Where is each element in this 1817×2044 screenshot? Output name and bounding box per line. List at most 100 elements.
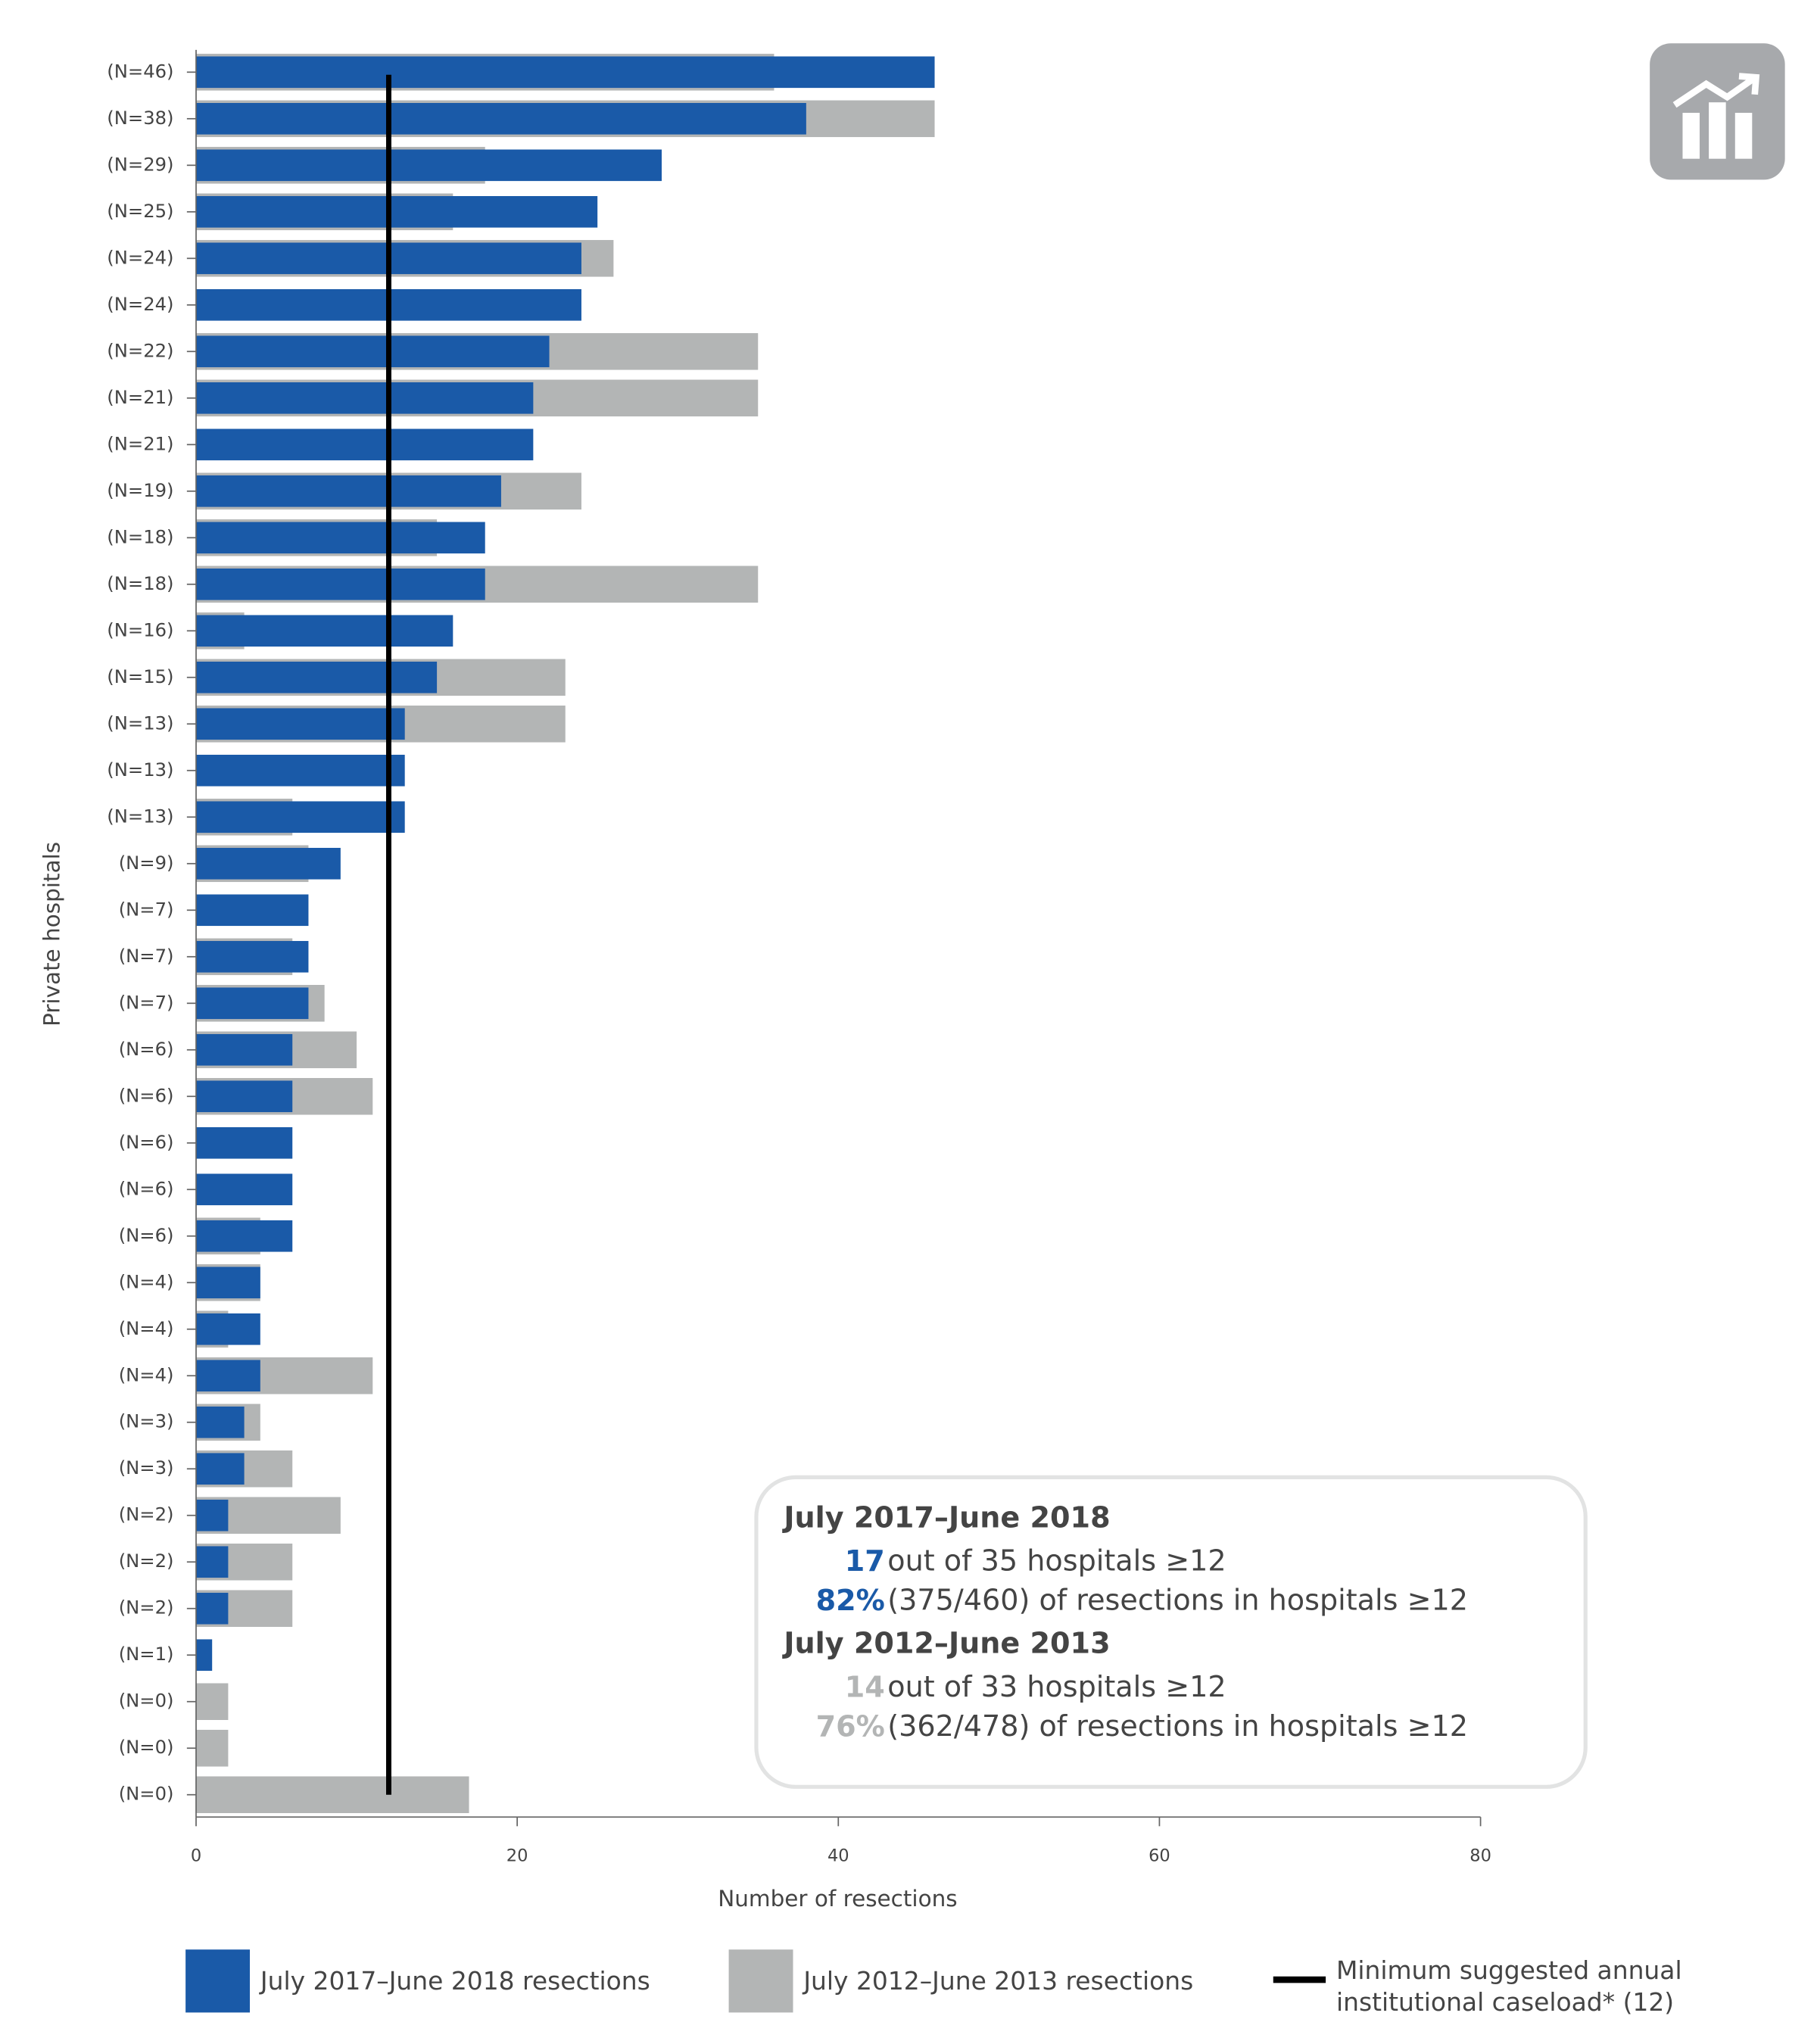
bar	[195, 661, 438, 693]
annotation-highlight: 14	[845, 1670, 885, 1703]
y-tick-label: (N=4)	[119, 1270, 174, 1292]
bar	[195, 847, 341, 880]
y-tick-label: (N=22)	[107, 339, 173, 361]
x-axis-label: Number of resections	[718, 1886, 957, 1912]
bar	[195, 1173, 293, 1206]
y-tick-label: (N=9)	[119, 852, 174, 874]
bar	[195, 335, 550, 368]
x-tick-label: 0	[191, 1846, 201, 1866]
bar	[195, 522, 485, 554]
y-tick-label: (N=24)	[107, 246, 173, 268]
bar	[195, 196, 598, 228]
y-tick-label: (N=6)	[119, 1131, 174, 1153]
bar	[195, 1406, 245, 1438]
bar	[195, 708, 405, 740]
y-tick-label: (N=29)	[107, 153, 173, 175]
annotation-text: out of 35 hospitals ≥12	[887, 1544, 1226, 1577]
bar	[195, 1033, 293, 1066]
annotation-heading: July 2017–June 2018	[781, 1500, 1110, 1534]
x-tick-label: 40	[827, 1846, 849, 1866]
annotation-line: 17	[845, 1544, 885, 1577]
icon	[1650, 43, 1785, 180]
y-tick-label: (N=38)	[107, 107, 173, 129]
y-tick-label: (N=21)	[107, 432, 173, 454]
legend-label: Minimum suggested annual	[1336, 1955, 1682, 1985]
y-tick-label: (N=46)	[107, 60, 173, 82]
bar	[195, 103, 806, 135]
y-tick-label: (N=6)	[119, 1224, 174, 1246]
bar	[195, 1360, 260, 1392]
y-tick-label: (N=7)	[119, 945, 174, 967]
y-tick-label: (N=6)	[119, 1038, 174, 1060]
x-tick-label: 80	[1469, 1846, 1491, 1866]
x-tick-label: 20	[506, 1846, 528, 1866]
y-tick-label: (N=0)	[119, 1690, 174, 1712]
y-tick-label: (N=16)	[107, 618, 173, 640]
bar	[195, 1499, 229, 1531]
y-tick-label: (N=3)	[119, 1410, 174, 1432]
bar	[195, 1313, 260, 1345]
annotation-line: 82%	[816, 1583, 885, 1616]
legend-label: July 2012–June 2013 resections	[802, 1966, 1193, 1996]
bar	[195, 382, 534, 414]
y-tick-label: (N=15)	[107, 665, 173, 687]
y-tick-label: (N=4)	[119, 1363, 174, 1385]
bar	[195, 754, 405, 787]
y-tick-label: (N=21)	[107, 386, 173, 408]
y-tick-label: (N=25)	[107, 200, 173, 222]
y-tick-label: (N=24)	[107, 293, 173, 315]
x-tick-label: 60	[1148, 1846, 1170, 1866]
bar	[195, 1546, 229, 1578]
annotation-box	[754, 1475, 1588, 1789]
legend-label: July 2017–June 2018 resections	[259, 1966, 650, 1996]
bar	[195, 475, 501, 507]
annotation-text: (362/478) of resections in hospitals ≥12	[887, 1709, 1468, 1743]
bar	[195, 1776, 469, 1813]
y-tick-label: (N=3)	[119, 1457, 174, 1478]
annotation-highlight: 76%	[816, 1709, 885, 1743]
y-tick-label: (N=0)	[119, 1783, 174, 1805]
bar	[195, 428, 534, 461]
bar	[195, 1080, 293, 1113]
y-tick-label: (N=0)	[119, 1736, 174, 1758]
y-tick-label: (N=1)	[119, 1643, 174, 1665]
y-tick-label: (N=2)	[119, 1550, 174, 1572]
y-tick-label: (N=6)	[119, 1177, 174, 1199]
bar	[195, 987, 309, 1020]
bar	[195, 1453, 245, 1485]
y-tick-label: (N=18)	[107, 525, 173, 547]
legend-swatch	[185, 1949, 251, 2013]
bar	[195, 940, 309, 973]
y-tick-label: (N=6)	[119, 1084, 174, 1106]
bar	[195, 568, 485, 600]
bar	[195, 1267, 260, 1299]
y-tick-label: (N=19)	[107, 479, 173, 501]
bar	[195, 1220, 293, 1252]
annotation-line: 14	[845, 1670, 885, 1703]
y-tick-label: (N=18)	[107, 572, 173, 594]
annotation-highlight: 82%	[816, 1583, 885, 1616]
bar	[195, 615, 453, 647]
y-tick-label: (N=7)	[119, 898, 174, 920]
legend-swatch	[728, 1949, 793, 2013]
y-tick-label: (N=4)	[119, 1317, 174, 1339]
y-tick-label: (N=7)	[119, 991, 174, 1013]
bar	[195, 1592, 229, 1625]
annotation-text: (375/460) of resections in hospitals ≥12	[887, 1583, 1468, 1616]
legend-label: institutional caseload* (12)	[1336, 1987, 1674, 2017]
bar	[195, 894, 309, 927]
annotation-text: out of 33 hospitals ≥12	[887, 1670, 1226, 1703]
bar	[195, 56, 935, 89]
y-tick-label: (N=2)	[119, 1503, 174, 1525]
annotation-heading: July 2012–June 2013	[781, 1627, 1110, 1660]
bar	[195, 1639, 213, 1672]
bar	[195, 1729, 229, 1767]
y-tick-label: (N=2)	[119, 1597, 174, 1619]
annotation-line: 76%	[816, 1709, 885, 1743]
bar	[195, 1126, 293, 1159]
y-axis-label: Private hospitals	[39, 842, 65, 1027]
bar	[195, 149, 662, 182]
annotation-highlight: 17	[845, 1544, 885, 1577]
y-tick-label: (N=13)	[107, 805, 173, 827]
